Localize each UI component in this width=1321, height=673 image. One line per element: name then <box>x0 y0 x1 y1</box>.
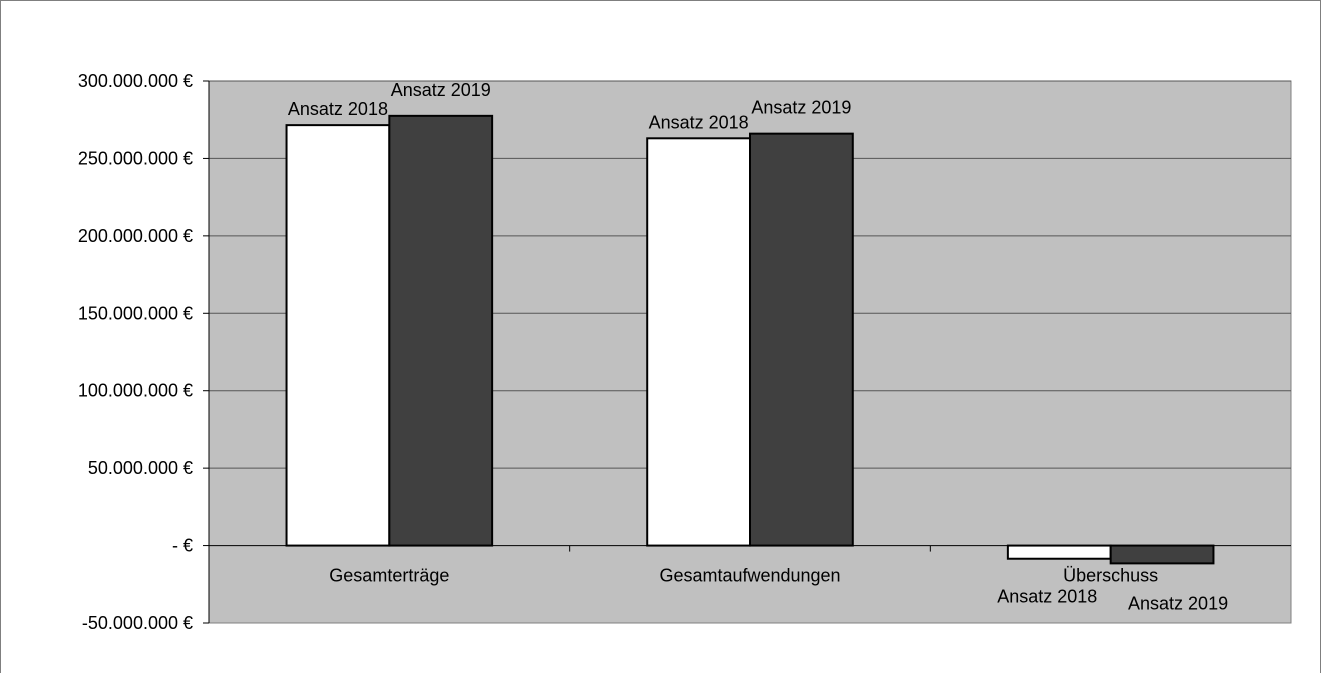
y-tick-label: - € <box>172 536 193 556</box>
data-label: Ansatz 2019 <box>391 80 491 100</box>
bar-0-1 <box>646 137 752 547</box>
y-tick-label: 150.000.000 € <box>78 303 193 323</box>
data-label: Ansatz 2018 <box>997 587 1097 607</box>
y-tick-label: 100.000.000 € <box>78 381 193 401</box>
bar-1-2 <box>1109 544 1215 565</box>
y-tick-label: 50.000.000 € <box>88 458 193 478</box>
category-label: Gesamtaufwendungen <box>659 566 840 586</box>
category-label: Überschuss <box>1063 566 1158 586</box>
y-tick-label: 250.000.000 € <box>78 148 193 168</box>
bar-1-1 <box>749 132 854 547</box>
data-label: Ansatz 2019 <box>751 98 851 118</box>
y-tick-label: 300.000.000 € <box>78 71 193 91</box>
data-label: Ansatz 2018 <box>649 112 749 132</box>
data-label: Ansatz 2019 <box>1128 593 1228 613</box>
bar-0-2 <box>1006 544 1112 560</box>
category-label: Gesamterträge <box>329 566 449 586</box>
data-label: Ansatz 2018 <box>288 99 388 119</box>
bar-1-0 <box>388 114 494 547</box>
y-tick-label: -50.000.000 € <box>82 613 193 633</box>
y-tick-label: 200.000.000 € <box>78 226 193 246</box>
bar-0-0 <box>285 124 391 547</box>
